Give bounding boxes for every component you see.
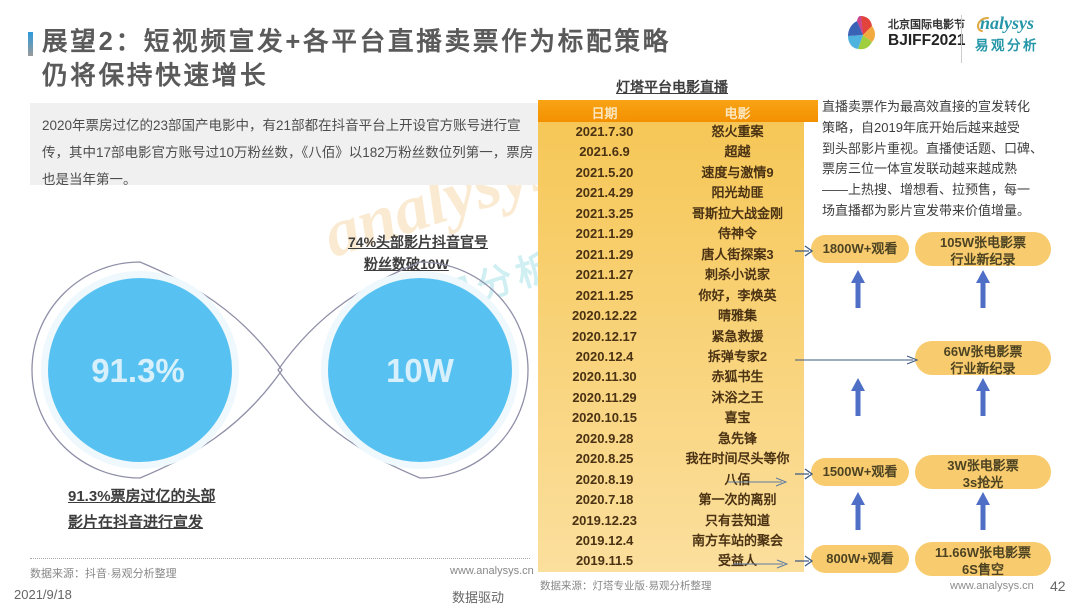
svg-text:10W: 10W (386, 352, 455, 389)
svg-text:91.3%: 91.3% (91, 352, 185, 389)
